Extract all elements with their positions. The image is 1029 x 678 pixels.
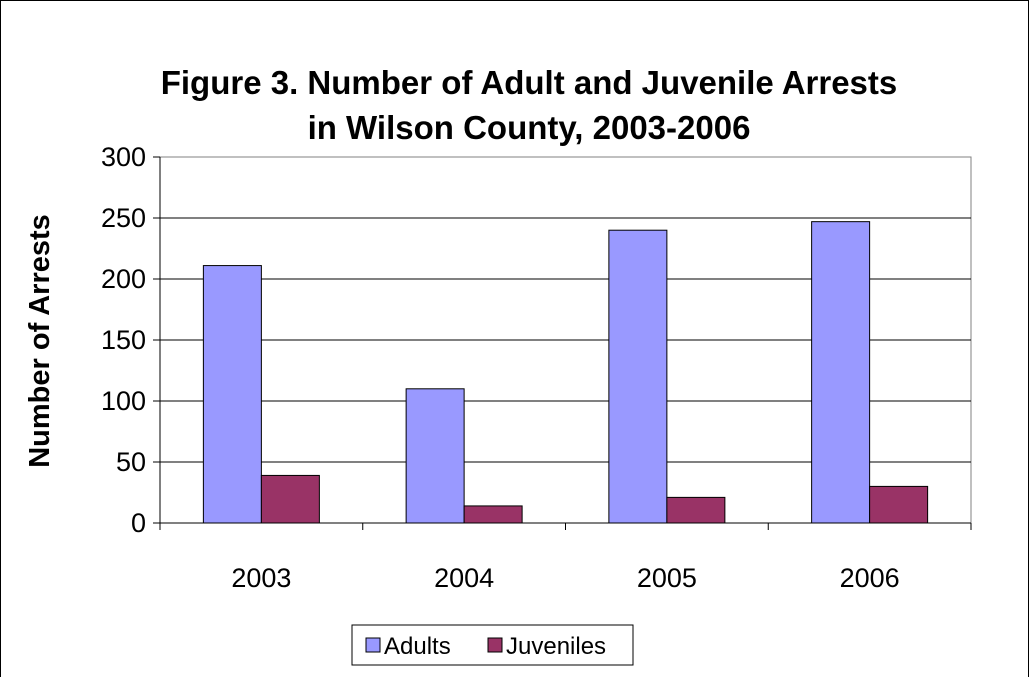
x-tick-label: 2005 [637,563,697,593]
legend-label-adults: Adults [384,633,451,660]
x-tick-label: 2004 [434,563,494,593]
y-tick-labels: 0 50 100 150 200 250 300 [101,142,146,538]
bar-adults-2006 [811,221,871,524]
x-tick-labels: 2003 2004 2005 2006 [231,563,899,593]
y-tick-label: 100 [101,386,146,416]
y-tick-label: 50 [116,447,146,477]
x-tick-label: 2003 [231,563,291,593]
y-tick-label: 150 [101,325,146,355]
bar-juveniles-2005 [666,496,726,524]
y-tick-label: 0 [131,508,146,538]
bar-juveniles-2004 [463,505,523,524]
bars [202,221,929,524]
bar-adults-2004 [405,388,465,524]
chart-title-line-1: Figure 3. Number of Adult and Juvenile A… [161,64,898,101]
legend: Adults Juveniles [351,624,634,666]
bar-adults-2005 [608,229,668,524]
y-tick-label: 250 [101,203,146,233]
legend-label-juveniles: Juveniles [506,633,606,660]
y-tick-label: 300 [101,142,146,172]
bar-adults-2003 [202,265,262,524]
axes [153,156,972,530]
legend-swatch-adults [365,637,381,653]
bar-juveniles-2003 [260,474,320,524]
bar-juveniles-2006 [869,485,929,524]
y-axis-label: Number of Arrests [24,214,56,468]
y-tick-label: 200 [101,264,146,294]
chart-title-line-2: in Wilson County, 2003-2006 [308,109,751,146]
x-tick-label: 2006 [840,563,900,593]
legend-swatch-juveniles [487,637,503,653]
